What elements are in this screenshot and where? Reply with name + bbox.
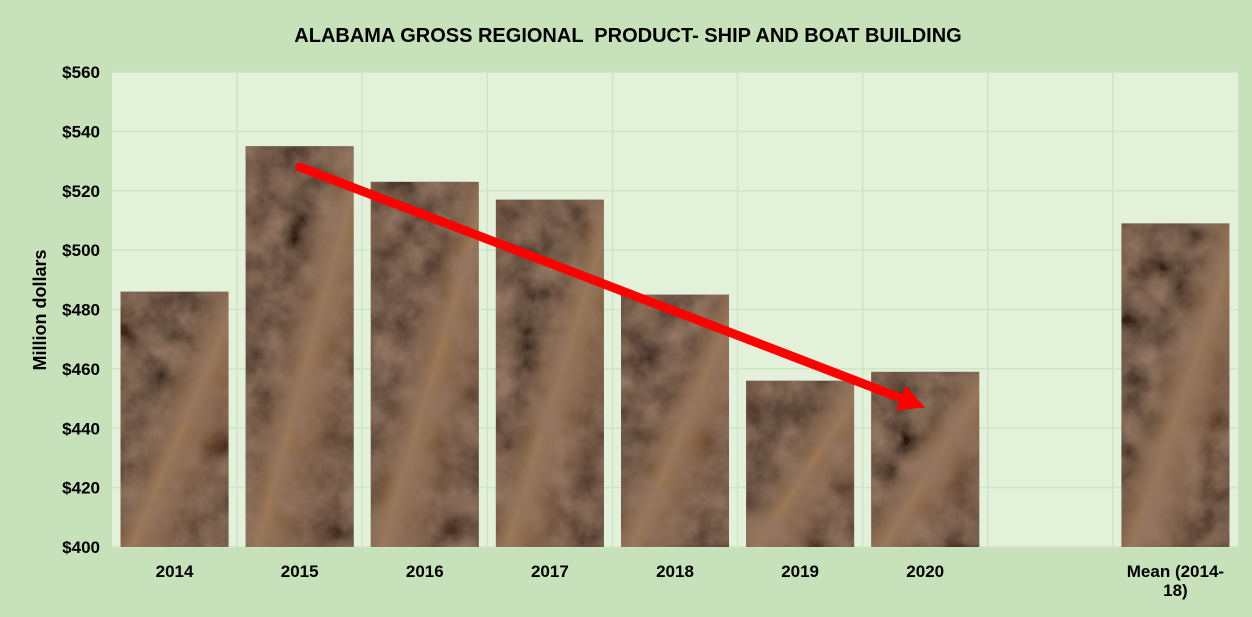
- x-tick-label: 2017: [531, 562, 569, 581]
- trend-arrow-head: [896, 386, 926, 411]
- x-tick-label: 2016: [406, 562, 444, 581]
- y-tick-label: $560: [62, 63, 100, 82]
- y-axis-ticks: $400 $420 $440 $460 $480 $500 $520 $540 $560: [62, 63, 100, 557]
- y-axis-label: Million dollars: [30, 249, 50, 370]
- y-tick-label: $440: [62, 419, 100, 438]
- bar-2018: [621, 294, 729, 547]
- x-tick-label: 2020: [906, 562, 944, 581]
- chart-title: ALABAMA GROSS REGIONAL PRODUCT- SHIP AND…: [294, 25, 961, 47]
- y-tick-label: $420: [62, 479, 100, 498]
- x-tick-label: 2015: [281, 562, 319, 581]
- bars: [120, 146, 1230, 547]
- x-tick-label: 2018: [656, 562, 694, 581]
- bar-2015: [245, 146, 354, 547]
- y-tick-label: $520: [62, 182, 100, 201]
- x-tick-label: 2019: [781, 562, 819, 581]
- trend-arrow: [295, 162, 926, 411]
- bar-2014: [120, 291, 229, 547]
- y-tick-label: $400: [62, 538, 100, 557]
- trend-arrow-shaft: [295, 162, 906, 403]
- y-tick-label: $500: [62, 241, 100, 260]
- bar-2019: [746, 380, 855, 547]
- bar-2017: [495, 199, 604, 547]
- y-tick-label: $540: [62, 122, 100, 141]
- y-tick-label: $460: [62, 360, 100, 379]
- x-tick-label: 2014: [156, 562, 194, 581]
- bar-2020: [871, 371, 980, 547]
- x-tick-label: Mean (2014-18): [1127, 562, 1224, 600]
- bar-Mean-2014-18: [1121, 223, 1230, 547]
- y-tick-label: $480: [62, 301, 100, 320]
- bar-2016: [370, 181, 479, 547]
- x-axis-ticks: 2014 2015 2016 2017 2018 2019 2020 Mean (2014-1…: [156, 562, 1224, 600]
